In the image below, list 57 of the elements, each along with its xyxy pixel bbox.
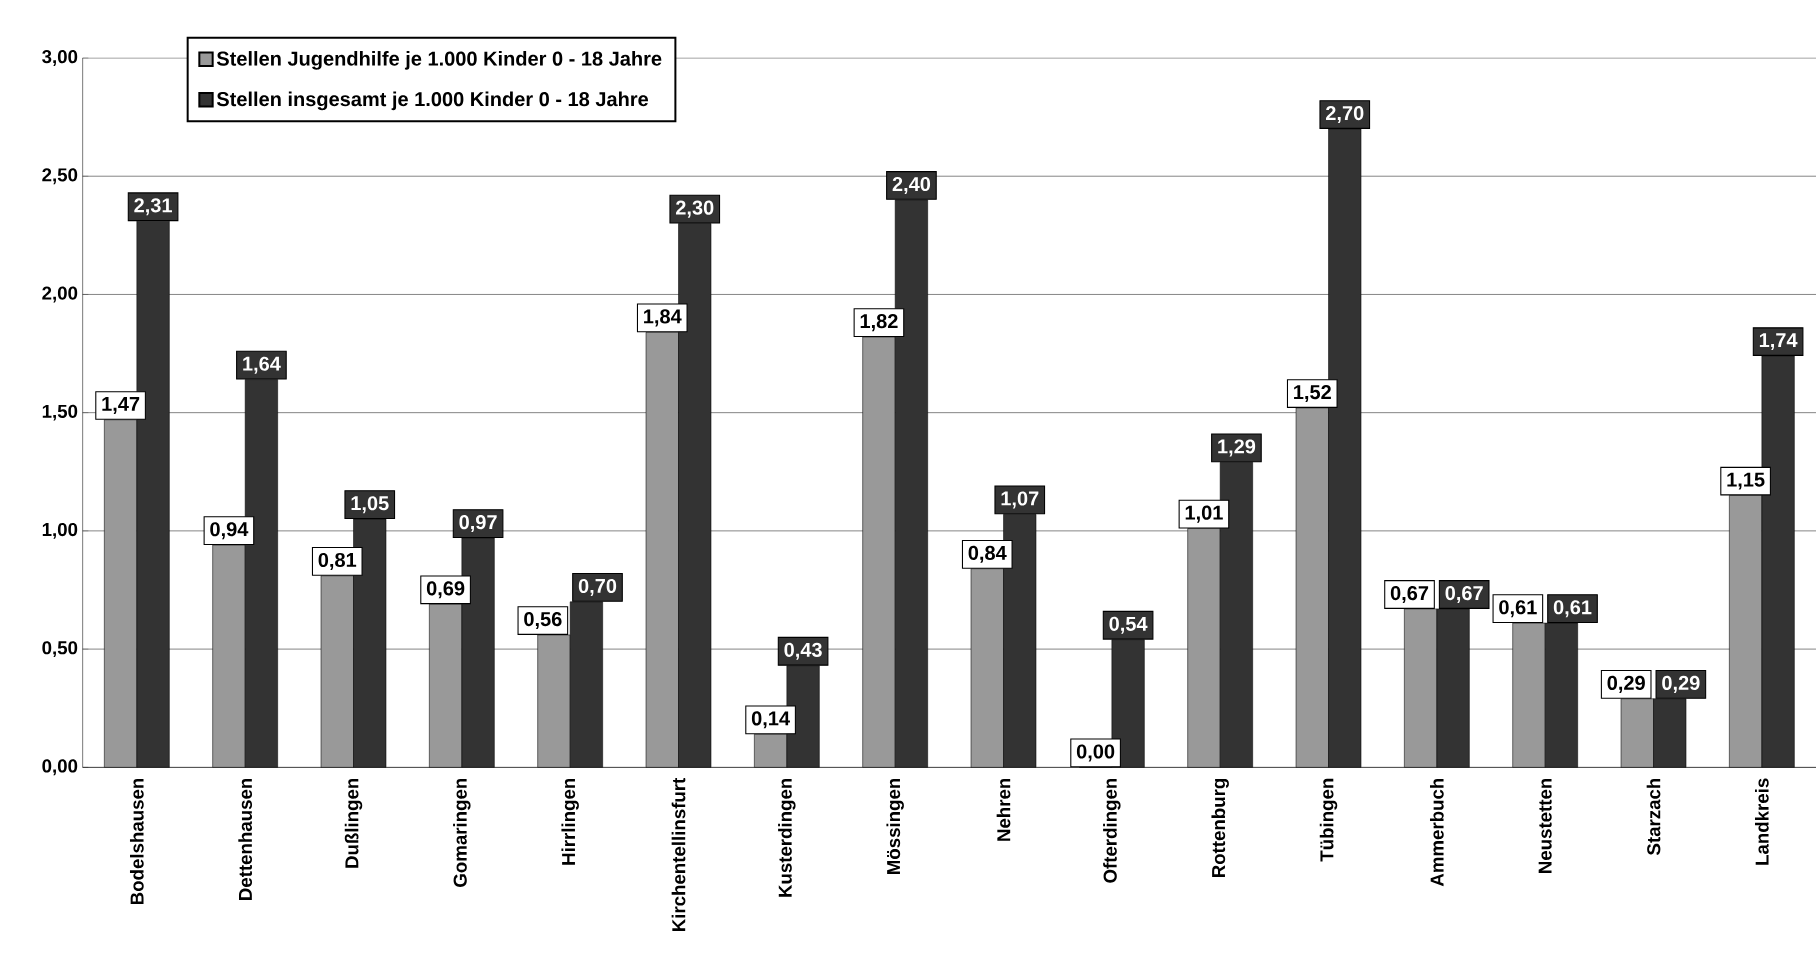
x-tick-label: Dußlingen [344, 778, 363, 868]
data-label: 1,47 [102, 397, 140, 414]
x-tick-label: Neustetten [1538, 778, 1552, 873]
data-label: 1,52 [1294, 385, 1331, 403]
x-tick-label: Dettenhausen [238, 778, 253, 900]
data-label: 0,56 [524, 611, 562, 630]
y-tick-label: 3,00 [42, 50, 78, 66]
x-tick-label: Kirchentellinsfurt [671, 777, 686, 932]
data-label: 0,94 [210, 522, 249, 540]
data-label: 0,00 [1076, 744, 1115, 762]
data-label: 2,40 [892, 176, 931, 194]
x-tick-label: Mössingen [886, 778, 904, 874]
data-label: 1,82 [860, 314, 898, 332]
data-label: 0,69 [426, 581, 465, 599]
data-label: 0,29 [1607, 675, 1645, 693]
y-tick-label: 0,50 [42, 641, 78, 658]
y-tick-label: 2,00 [42, 286, 78, 303]
data-label: 0,61 [1499, 600, 1537, 618]
y-tick-label: 0,00 [42, 759, 78, 776]
x-tick-label: Starzach [1646, 778, 1661, 855]
data-label: 2,70 [1325, 105, 1364, 124]
x-tick-label: Ofterdingen [1103, 778, 1121, 883]
data-label: 0,14 [751, 711, 790, 729]
data-label: 0,97 [459, 515, 497, 533]
data-label: 0,61 [1553, 600, 1592, 618]
y-tick-label: 1,50 [42, 404, 78, 421]
legend-label: Stellen Jugendhilfe je 1.000 Kinder 0 - 18 Jahre [216, 51, 662, 70]
data-label: 1,29 [1218, 439, 1256, 457]
x-tick-label: Ammerbuch [1429, 778, 1444, 887]
data-label: 0,81 [318, 552, 357, 570]
data-label: 1,64 [243, 356, 281, 374]
x-tick-label: Hirrlingen [561, 778, 579, 865]
data-label: 0,70 [578, 578, 617, 596]
x-tick-label: Nehren [996, 778, 1011, 841]
data-label: 0,67 [1390, 585, 1429, 604]
legend-label: Stellen insgesamt je 1.000 Kinder 0 - 18 Jahre [216, 91, 649, 111]
data-label: 0,67 [1445, 585, 1483, 604]
data-label: 0,43 [784, 642, 822, 660]
data-label: 1,15 [1727, 472, 1765, 490]
y-tick-label: 1,00 [42, 522, 78, 539]
x-tick-label: Landkreis [1755, 778, 1769, 865]
x-tick-label: Bodelshausen [129, 778, 144, 905]
data-label: 0,54 [1109, 616, 1148, 634]
x-tick-label: Rottenburg [1211, 778, 1229, 878]
data-label: 1,74 [1759, 333, 1798, 351]
data-label: 0,29 [1662, 675, 1700, 693]
x-tick-label: Kusterdingen [778, 778, 796, 897]
x-tick-label: Tübingen [1319, 778, 1338, 862]
data-label: 0,84 [968, 545, 1007, 563]
data-label: 2,31 [134, 198, 172, 216]
x-tick-label: Gomaringen [453, 778, 471, 887]
data-label: 1,01 [1185, 505, 1223, 523]
data-label: 1,05 [351, 496, 389, 514]
data-label: 2,30 [675, 200, 714, 218]
data-label: 1,84 [644, 309, 682, 327]
data-label: 1,07 [1001, 491, 1039, 509]
y-tick-label: 2,50 [42, 168, 78, 185]
